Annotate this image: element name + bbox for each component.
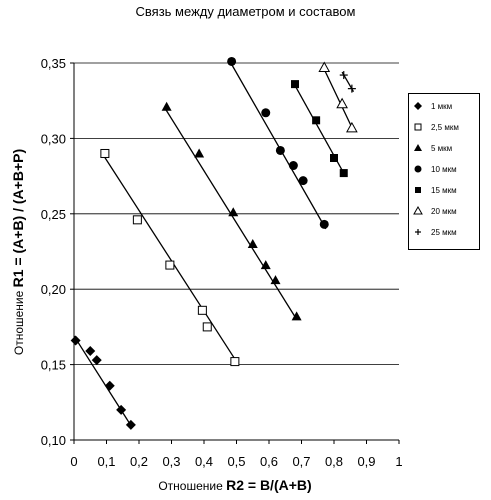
data-point <box>346 121 358 133</box>
data-point <box>291 80 299 89</box>
data-point <box>85 346 96 357</box>
x-tick-label: 1 <box>395 454 402 469</box>
legend-label: 5 мкм <box>431 143 453 153</box>
trend-line <box>73 335 134 429</box>
data-point <box>202 322 212 332</box>
data-point <box>275 145 285 155</box>
data-point <box>227 56 237 66</box>
x-tick-label: 0,7 <box>292 454 310 469</box>
legend-marker <box>414 123 422 131</box>
legend-item: 1 мкм <box>413 101 452 111</box>
data-point <box>104 380 115 391</box>
legend-item: 20 мкм <box>413 205 457 216</box>
y-tick-label: 0,15 <box>41 358 66 373</box>
x-tick-label: 0,9 <box>357 454 375 469</box>
data-point <box>116 404 127 415</box>
legend-marker <box>414 144 422 151</box>
data-point <box>347 84 356 93</box>
data-point <box>288 161 298 171</box>
trend-line <box>102 154 238 362</box>
x-axis-label-main: R2 = B/(A+B) <box>226 477 312 493</box>
legend-marker <box>415 229 421 235</box>
data-point <box>298 176 308 186</box>
legend-label: 2,5 мкм <box>431 122 459 132</box>
x-tick-label: 0,3 <box>162 454 180 469</box>
y-axis-label-prefix: Отношение <box>12 290 26 356</box>
data-point <box>291 311 302 321</box>
legend-marker <box>415 187 421 193</box>
data-point <box>413 205 423 215</box>
series <box>339 71 356 93</box>
data-point <box>197 305 207 315</box>
y-tick-label: 0,25 <box>41 207 66 222</box>
data-point <box>228 207 239 217</box>
data-point <box>312 116 321 125</box>
x-tick-label: 0,8 <box>325 454 343 469</box>
series <box>70 335 136 430</box>
chart-legend: 1 мкм 2,5 мкм 5 мкм 10 мкм 15 мкм 20 мкм 25 мк… <box>408 93 480 250</box>
data-point <box>260 260 271 270</box>
legend-label: 20 мкм <box>431 206 457 216</box>
x-axis-label: Отношение R2 = B/(A+B) <box>60 477 410 493</box>
series <box>161 101 302 321</box>
legend-label: 25 мкм <box>431 227 457 237</box>
x-axis-label-prefix: Отношение <box>158 479 223 493</box>
data-point <box>194 148 205 158</box>
data-point <box>161 101 172 111</box>
legend-item: 5 мкм <box>413 143 452 153</box>
y-tick-label: 0,30 <box>41 131 66 146</box>
y-axis-label-main: R1 = (A+B) / (A+B+P) <box>10 148 26 288</box>
trend-line <box>322 65 355 132</box>
series <box>318 61 358 133</box>
data-point <box>415 229 421 235</box>
legend-item: 10 мкм <box>413 164 457 174</box>
data-point <box>336 97 348 109</box>
data-point <box>270 275 281 285</box>
legend-marker <box>414 102 422 110</box>
chart-title: Связь между диаметром и составом <box>135 4 356 19</box>
legend-label: 10 мкм <box>431 164 457 174</box>
y-tick-label: 0,20 <box>41 282 66 297</box>
legend-label: 15 мкм <box>431 185 457 195</box>
data-point <box>339 71 348 80</box>
y-tick-label: 0,10 <box>41 433 66 448</box>
legend-item: 2,5 мкм <box>413 122 459 132</box>
series <box>291 80 348 178</box>
series <box>100 148 240 367</box>
x-tick-label: 0 <box>70 454 77 469</box>
data-point <box>319 219 329 229</box>
data-point <box>91 355 102 366</box>
data-point <box>125 419 136 430</box>
series <box>227 56 329 230</box>
trend-line <box>229 61 327 230</box>
x-tick-label: 0,6 <box>260 454 278 469</box>
data-point <box>100 148 110 158</box>
legend-label: 1 мкм <box>431 101 453 111</box>
data-point <box>415 187 421 193</box>
x-tick-label: 0,2 <box>130 454 148 469</box>
data-point <box>165 260 175 270</box>
y-tick-label: 0,35 <box>41 56 66 71</box>
data-point <box>132 215 142 225</box>
data-point <box>247 238 258 248</box>
data-point <box>330 154 338 163</box>
data-point <box>230 357 240 367</box>
data-point <box>339 169 348 178</box>
x-tick-label: 0,1 <box>97 454 115 469</box>
data-point <box>414 144 422 151</box>
data-point <box>414 165 422 173</box>
data-point <box>70 335 81 346</box>
legend-item: 15 мкм <box>413 185 457 195</box>
legend-marker <box>414 165 422 173</box>
data-point <box>414 102 422 110</box>
x-tick-label: 0,5 <box>227 454 245 469</box>
x-tick-label: 0,4 <box>195 454 213 469</box>
data-point <box>261 108 271 118</box>
legend-item: 25 мкм <box>413 227 457 237</box>
data-point <box>414 123 422 131</box>
legend-marker <box>413 205 423 215</box>
data-point <box>318 61 331 73</box>
